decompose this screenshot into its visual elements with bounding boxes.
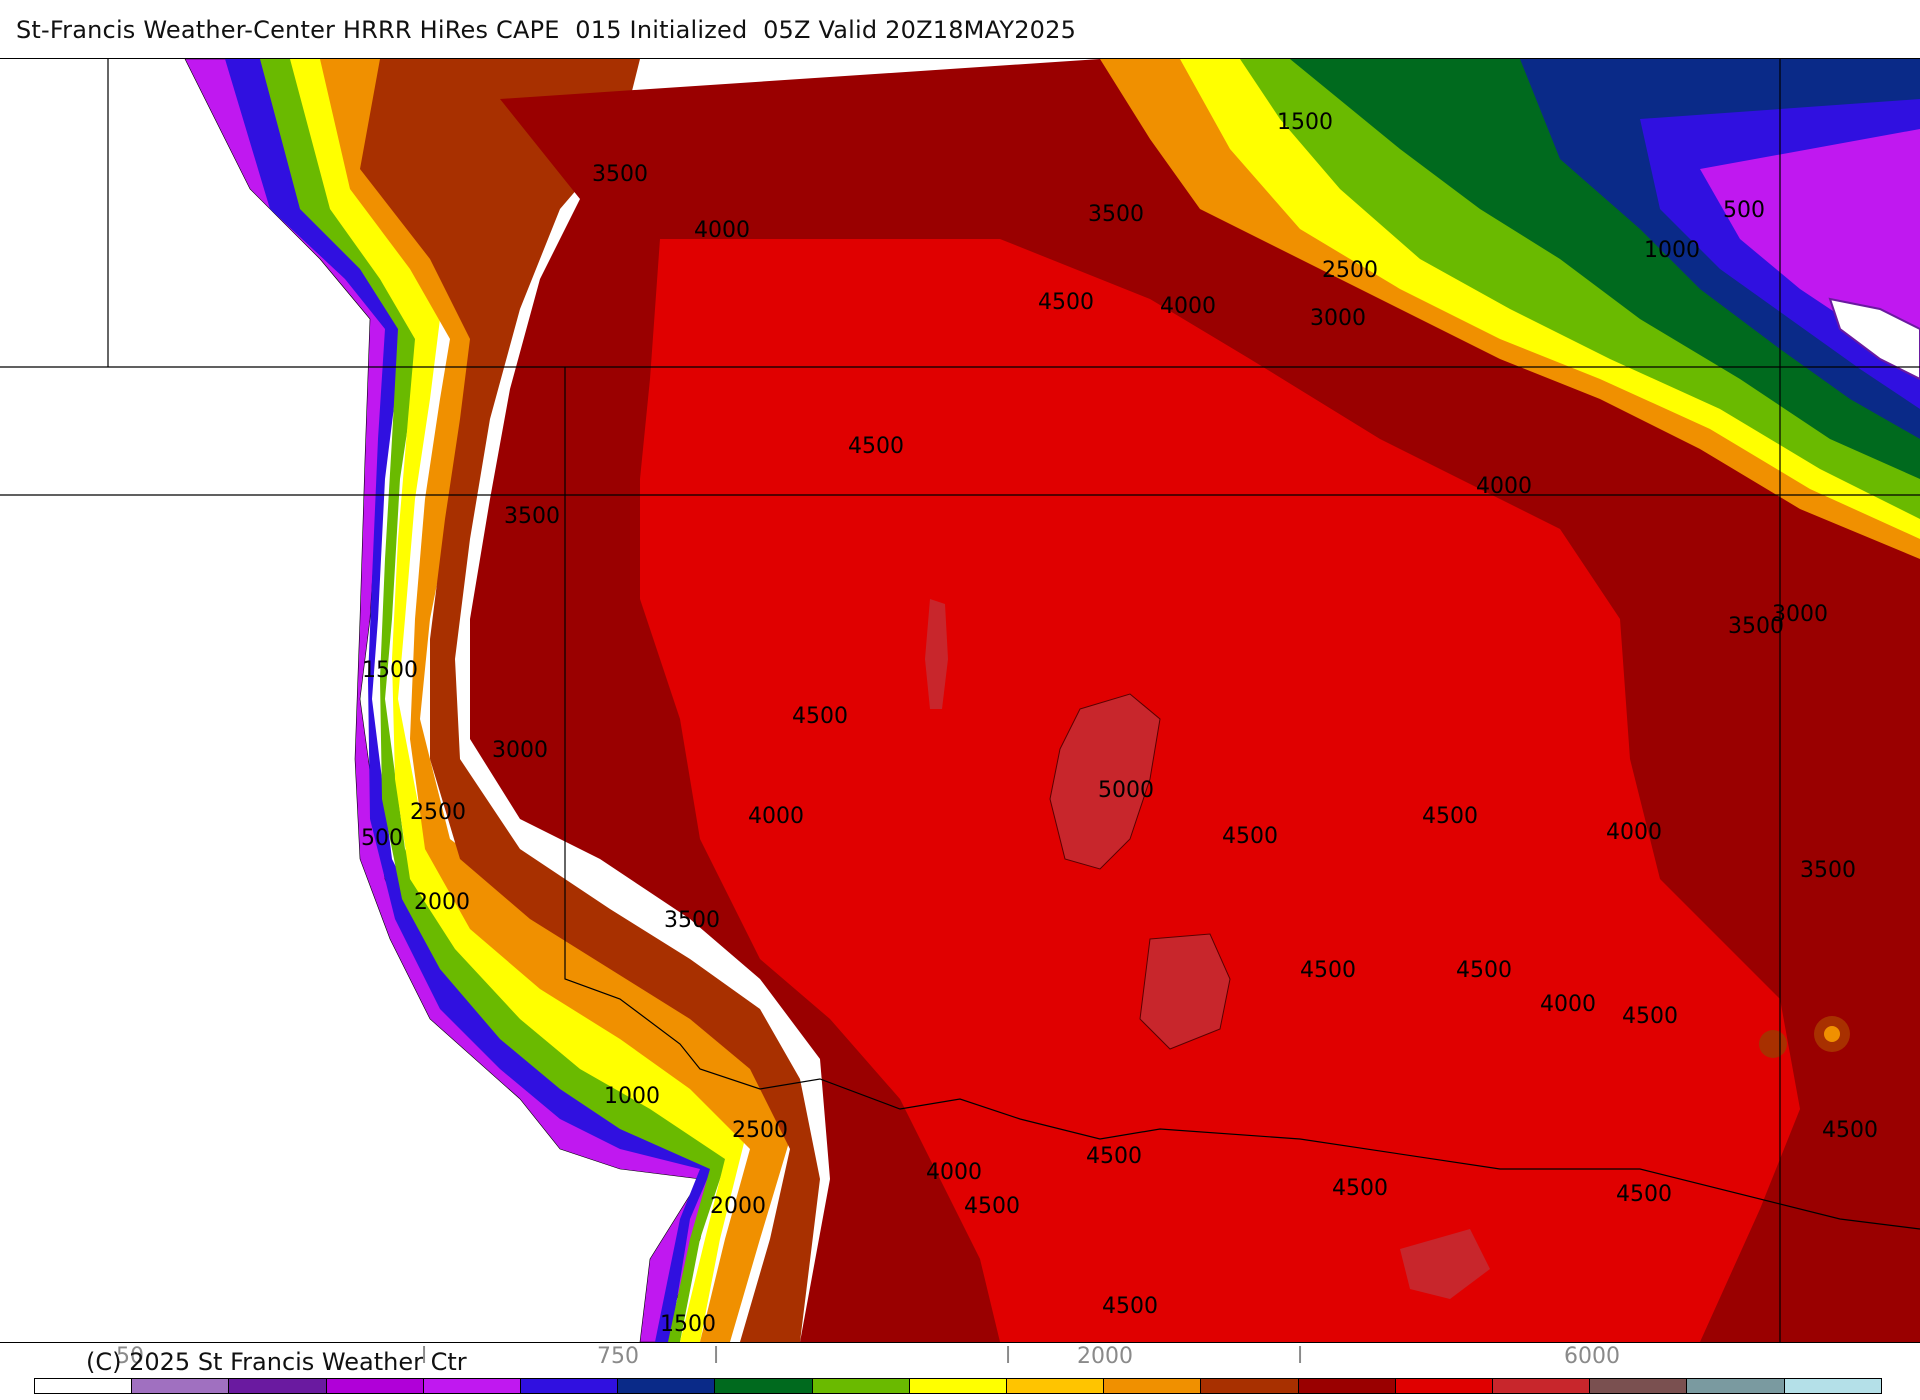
ne-band-purple [1700,129,1920,359]
colorbar-tick-label: l [420,1344,428,1369]
contour-label: 4500 [1222,824,1278,849]
contour-label-group: 3500 4000 3500 4500 4000 1500 2500 3000 500 1000 4… [361,110,1878,1337]
contour-label: 5000 [1098,778,1154,803]
colorbar-swatch [1395,1379,1494,1393]
ne-clear-pocket [1828,297,1920,381]
contour-label: 1500 [1277,110,1333,135]
colorbar-swatch [1007,1379,1105,1393]
hot-spot-core [1824,1026,1840,1042]
colorbar-tick-label: l [1296,1344,1304,1369]
cape-5000-area [1400,1229,1490,1299]
colorbar-tick-label: 2000 [1077,1344,1133,1369]
contour-label: 4500 [964,1194,1020,1219]
colorbar-swatch [423,1379,522,1393]
colorbar-swatch [1104,1379,1202,1393]
cape-5000-area [925,599,948,709]
colorbar-tick-label: 6000 [1564,1344,1620,1369]
contour-label: 2500 [1322,258,1378,283]
contour-label: 3500 [592,162,648,187]
contour-label: 4000 [1606,820,1662,845]
contour-label: 2000 [414,890,470,915]
contour-label: 2000 [710,1194,766,1219]
hot-spot [1759,1030,1787,1058]
contour-label: 3500 [504,504,560,529]
political-boundaries [0,59,1920,1342]
contour-label: 4500 [1332,1176,1388,1201]
contour-label: 3500 [1088,202,1144,227]
interior-red [640,239,1800,1342]
contour-label: 4500 [1038,290,1094,315]
colorbar-swatch [812,1379,910,1393]
contour-label: 4000 [694,218,750,243]
colorbar-swatch [909,1379,1008,1393]
coast-band-green [260,59,730,1342]
contour-label: 4000 [748,804,804,829]
cape-map-canvas: 3500 4000 3500 4500 4000 1500 2500 3000 500 1000 4… [0,59,1920,1342]
contour-label: 2500 [732,1118,788,1143]
contour-label: 4500 [792,704,848,729]
contour-label: 3500 [1800,858,1856,883]
map-title: St-Francis Weather-Center HRRR HiRes CAP… [16,16,1077,44]
contour-label: 4500 [1300,958,1356,983]
contour-label: 4500 [1422,804,1478,829]
coast-band-blue [225,59,720,1342]
copyright-text: (C) 2025 St Francis Weather Ctr [86,1348,467,1376]
colorbar-swatch [1298,1379,1396,1393]
colorbar-swatch [1784,1379,1881,1393]
colorbar-swatch [132,1379,230,1393]
colorbar-swatch [1493,1379,1591,1393]
colorbar-tick-label: 750 [597,1344,639,1369]
contour-label: 3000 [1310,306,1366,331]
contour-label: 4500 [1616,1182,1672,1207]
colorbar-swatch [229,1379,327,1393]
contour-label: 4000 [1160,294,1216,319]
colorbar-tick-label: l [712,1344,720,1369]
colorbar-tick-label: l [1004,1344,1012,1369]
contour-label: 1500 [660,1312,716,1337]
colorbar-swatch [326,1379,424,1393]
contour-label: 3500 [1728,614,1784,639]
cape-map: 3500 4000 3500 4500 4000 1500 2500 3000 500 1000 4… [0,58,1920,1343]
contour-label: 4000 [1540,992,1596,1017]
contour-label: 1500 [362,658,418,683]
colorbar-tick-label: 50 [116,1344,144,1369]
boundary-line [564,367,1920,1230]
colorbar-swatch [1590,1379,1688,1393]
colorbar-swatch [715,1379,813,1393]
coast-band-orange [320,59,790,1342]
colorbar-swatch [1201,1379,1299,1393]
contour-label: 4500 [1456,958,1512,983]
cape-5000-area [1139,933,1231,1050]
contour-label: 4500 [1102,1294,1158,1319]
contour-label: 4500 [1622,1004,1678,1029]
contour-label: 3000 [1772,602,1828,627]
contour-label: 4500 [1086,1144,1142,1169]
contour-label: 4500 [1822,1118,1878,1143]
cape-5000-area [1049,693,1161,870]
colorbar-ticks: 50 l 750 l l 2000 l 6000 [0,1344,1920,1374]
contour-label: 500 [361,826,403,851]
colorbar-swatch [35,1379,133,1393]
coast-band-rust [360,59,820,1342]
contour-label: 3000 [492,738,548,763]
colorbar-swatch [521,1379,619,1393]
colorbar-swatch [618,1379,716,1393]
contour-label: 4000 [1476,474,1532,499]
contour-label: 3500 [664,908,720,933]
contour-label: 2500 [410,800,466,825]
contour-label: 4500 [848,434,904,459]
contour-label: 500 [1723,198,1765,223]
contour-label: 1000 [1644,238,1700,263]
colorbar-swatch [1687,1379,1785,1393]
contour-label: 4000 [926,1160,982,1185]
contour-label: 1000 [604,1084,660,1109]
cape-colorbar [34,1378,1882,1394]
